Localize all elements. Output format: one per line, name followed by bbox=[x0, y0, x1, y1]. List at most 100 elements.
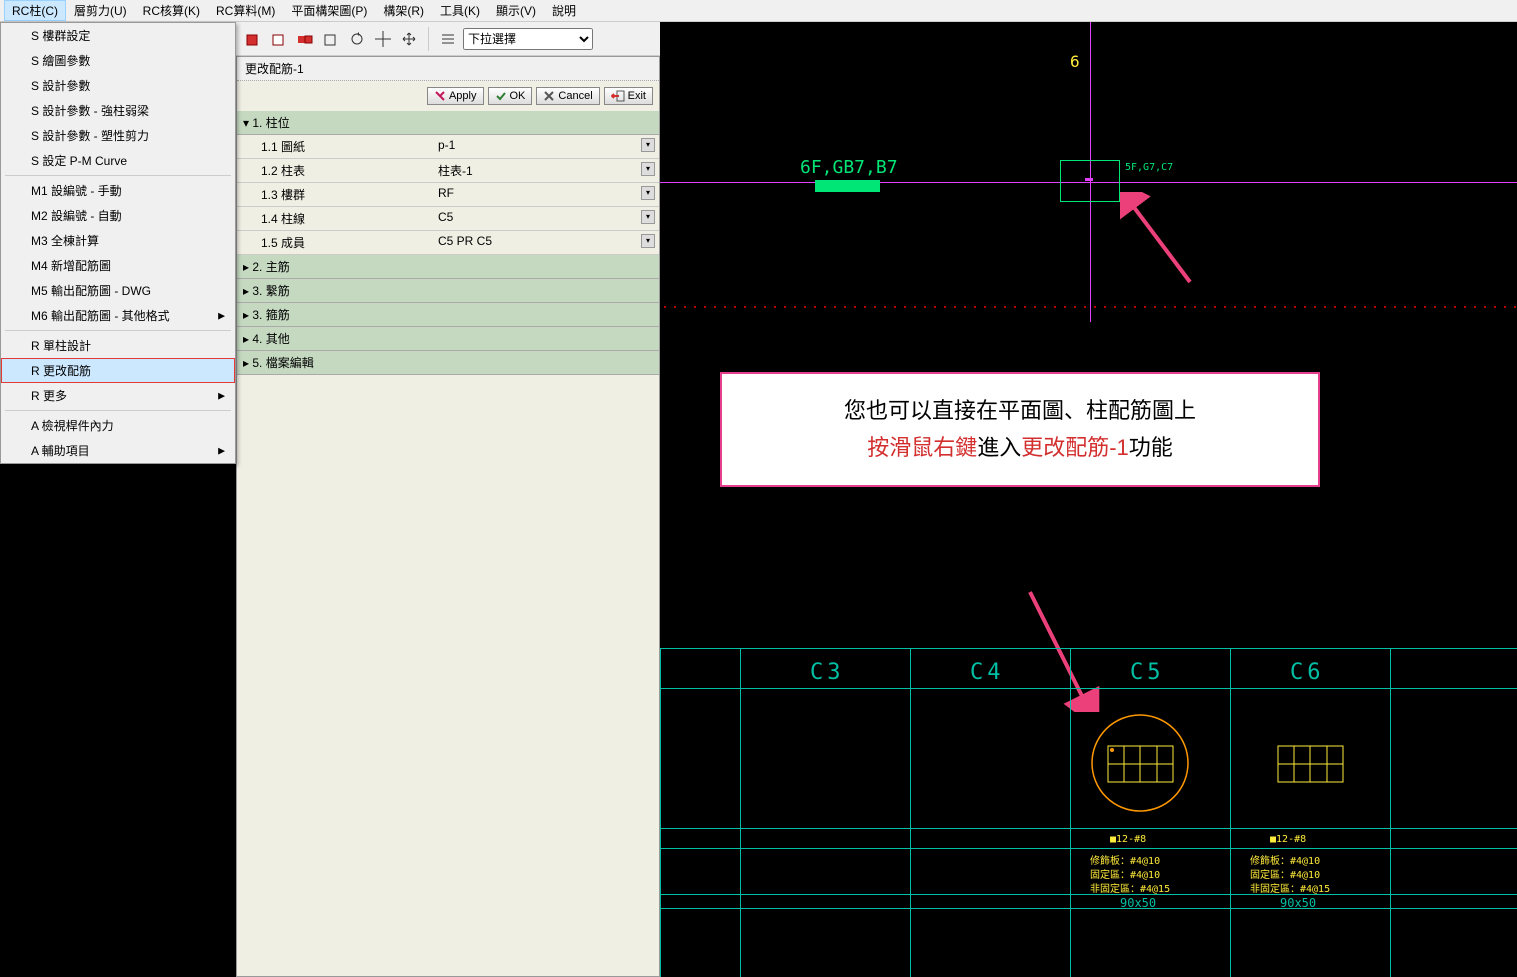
cancel-button[interactable]: Cancel bbox=[536, 87, 599, 105]
c6-main-rebar: ■12-#8 bbox=[1270, 834, 1306, 845]
tool-crosshair-icon[interactable] bbox=[372, 28, 394, 50]
c5-info2: 固定區：#4@10 bbox=[1090, 866, 1160, 881]
dm-r-more[interactable]: R 更多▶ bbox=[1, 383, 235, 408]
dm-m1[interactable]: M1 設編號 - 手動 bbox=[1, 178, 235, 203]
tool-cubes-red-icon[interactable] bbox=[294, 28, 316, 50]
dm-m4[interactable]: M4 新增配筋圖 bbox=[1, 253, 235, 278]
section-file-edit[interactable]: ▸ 5. 檔案編輯 bbox=[237, 351, 659, 375]
column-table: C3 C4 C5 C6 ■12-#8 修飾板：#4@10 固定區：#4@10 非… bbox=[660, 648, 1517, 977]
tgrid bbox=[1390, 648, 1391, 977]
tgrid bbox=[660, 848, 1517, 849]
dm-floor-group[interactable]: S 樓群設定 bbox=[1, 23, 235, 48]
beam-mark bbox=[1085, 178, 1093, 181]
prop-value-line[interactable]: C5▾ bbox=[432, 207, 659, 230]
menu-shear[interactable]: 層剪力(U) bbox=[66, 0, 135, 21]
property-panel: 更改配筋-1 Apply OK Cancel Exit ▾ 1. 柱位 1.1 … bbox=[236, 56, 660, 977]
exit-button[interactable]: Exit bbox=[604, 87, 653, 105]
tool-cube-white-icon[interactable] bbox=[268, 28, 290, 50]
prop-value-table[interactable]: 柱表-1▾ bbox=[432, 159, 659, 182]
tgrid bbox=[660, 688, 1517, 689]
menu-frame[interactable]: 構架(R) bbox=[375, 0, 432, 21]
callout-box: 您也可以直接在平面圖、柱配筋圖上 按滑鼠右鍵進入更改配筋-1功能 bbox=[720, 372, 1320, 487]
section3a-title: 3. 繫筋 bbox=[252, 284, 289, 298]
menu-rc-check[interactable]: RC核算(K) bbox=[135, 0, 208, 21]
dropdown-icon[interactable]: ▾ bbox=[641, 210, 655, 224]
menu-plan[interactable]: 平面構架圖(P) bbox=[283, 0, 375, 21]
dm-m2[interactable]: M2 設編號 - 自動 bbox=[1, 203, 235, 228]
col-c3: C3 bbox=[810, 660, 845, 685]
menu-rc-column[interactable]: RC柱(C) bbox=[4, 0, 66, 21]
dm-draw-param[interactable]: S 繪圖參數 bbox=[1, 48, 235, 73]
tgrid bbox=[1070, 648, 1071, 977]
dm-pm-curve[interactable]: S 設定 P-M Curve bbox=[1, 148, 235, 173]
prop-row-table: 1.2 柱表 柱表-1▾ bbox=[237, 159, 659, 183]
dm-m6[interactable]: M6 輸出配筋圖 - 其他格式 ▶ bbox=[1, 303, 235, 328]
tool-rotate-icon[interactable] bbox=[346, 28, 368, 50]
chevron-right-icon: ▶ bbox=[218, 445, 225, 456]
dm-a-aux-label: A 輔助項目 bbox=[31, 444, 90, 458]
dropdown-icon[interactable]: ▾ bbox=[641, 138, 655, 152]
dm-design-scwb[interactable]: S 設計參數 - 強柱弱梁 bbox=[1, 98, 235, 123]
dm-r-modify-rebar[interactable]: R 更改配筋 bbox=[1, 358, 235, 383]
c5-size: 90x50 bbox=[1120, 896, 1156, 910]
tgrid bbox=[660, 828, 1517, 829]
col-c4: C4 bbox=[970, 660, 1005, 685]
dm-a-force[interactable]: A 檢視桿件內力 bbox=[1, 413, 235, 438]
tool-list-icon[interactable] bbox=[437, 28, 459, 50]
c6-section bbox=[1250, 708, 1390, 828]
col-c6: C6 bbox=[1290, 660, 1325, 685]
selection-box bbox=[1060, 160, 1120, 202]
dm-m3[interactable]: M3 全棟計算 bbox=[1, 228, 235, 253]
prop-value-drawing[interactable]: p-1▾ bbox=[432, 135, 659, 158]
dropdown-icon[interactable]: ▾ bbox=[641, 162, 655, 176]
dm-sep3 bbox=[5, 410, 231, 411]
dm-r-single[interactable]: R 單柱設計 bbox=[1, 333, 235, 358]
tool-cube-red-icon[interactable] bbox=[242, 28, 264, 50]
dm-design-param[interactable]: S 設計參數 bbox=[1, 73, 235, 98]
cad-viewport[interactable]: 6 6F,GB7,B7 5F,G7,C7 您也可以直接在平面圖、柱配筋圖上 按滑… bbox=[660, 22, 1517, 977]
toolbar-select[interactable]: 下拉選擇 bbox=[463, 28, 593, 50]
dm-a-aux[interactable]: A 輔助項目 ▶ bbox=[1, 438, 235, 463]
prop-value-member[interactable]: C5 PR C5▾ bbox=[432, 231, 659, 254]
c5-section bbox=[1080, 708, 1220, 828]
tgrid bbox=[660, 894, 1517, 895]
section-hoop[interactable]: ▸ 3. 箍筋 bbox=[237, 303, 659, 327]
menubar: RC柱(C) 層剪力(U) RC核算(K) RC算料(M) 平面構架圖(P) 構… bbox=[0, 0, 1517, 22]
dropdown-icon[interactable]: ▾ bbox=[641, 186, 655, 200]
dropdown-icon[interactable]: ▾ bbox=[641, 234, 655, 248]
prop-row-floor: 1.3 樓群 RF▾ bbox=[237, 183, 659, 207]
callout-line1: 您也可以直接在平面圖、柱配筋圖上 bbox=[750, 392, 1290, 429]
chevron-right-icon: ▶ bbox=[218, 310, 225, 321]
menu-view[interactable]: 顯示(V) bbox=[488, 0, 544, 21]
section3b-title: 3. 箍筋 bbox=[252, 308, 289, 322]
prop-row-line: 1.4 柱線 C5▾ bbox=[237, 207, 659, 231]
dm-design-plastic[interactable]: S 設計參數 - 塑性剪力 bbox=[1, 123, 235, 148]
section-tie[interactable]: ▸ 3. 繫筋 bbox=[237, 279, 659, 303]
apply-button[interactable]: Apply bbox=[427, 87, 484, 105]
highlight-bar bbox=[815, 180, 880, 192]
prop-label: 1.1 圖紙 bbox=[237, 135, 432, 158]
section5-title: 5. 檔案編輯 bbox=[252, 356, 313, 370]
section-column-pos[interactable]: ▾ 1. 柱位 bbox=[237, 111, 659, 135]
section-main-rebar[interactable]: ▸ 2. 主筋 bbox=[237, 255, 659, 279]
c6-info2: 固定區：#4@10 bbox=[1250, 866, 1320, 881]
ok-button[interactable]: OK bbox=[488, 87, 533, 105]
c5-info3: 非固定區：#4@15 bbox=[1090, 880, 1170, 895]
axis-label-6: 6 bbox=[1070, 52, 1080, 71]
section-other[interactable]: ▸ 4. 其他 bbox=[237, 327, 659, 351]
dm-m5[interactable]: M5 輸出配筋圖 - DWG bbox=[1, 278, 235, 303]
tool-move-icon[interactable] bbox=[398, 28, 420, 50]
dm-m6-label: M6 輸出配筋圖 - 其他格式 bbox=[31, 309, 170, 323]
tool-cube-outline-icon[interactable] bbox=[320, 28, 342, 50]
c6-size: 90x50 bbox=[1280, 896, 1316, 910]
menu-help[interactable]: 說明 bbox=[544, 0, 584, 21]
tgrid bbox=[660, 908, 1517, 909]
menu-tools[interactable]: 工具(K) bbox=[432, 0, 488, 21]
floor-label: 6F,GB7,B7 bbox=[800, 157, 898, 178]
c5-info1: 修飾板：#4@10 bbox=[1090, 852, 1160, 867]
menu-rc-calc[interactable]: RC算料(M) bbox=[208, 0, 283, 21]
section1-title: 1. 柱位 bbox=[252, 116, 289, 130]
prop-value-floor[interactable]: RF▾ bbox=[432, 183, 659, 206]
tgrid bbox=[740, 648, 741, 977]
panel-title: 更改配筋-1 bbox=[237, 57, 659, 81]
